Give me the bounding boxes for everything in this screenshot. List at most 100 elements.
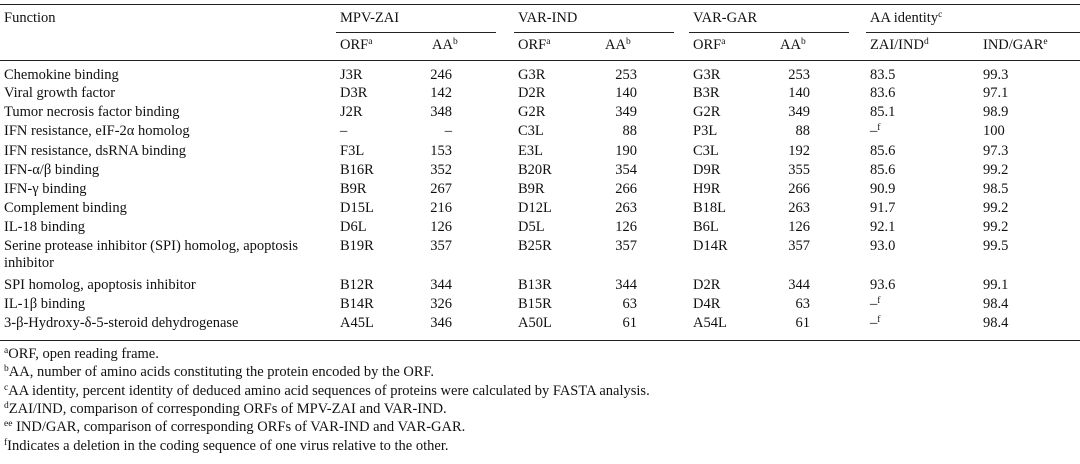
data-cell: 88 xyxy=(795,123,811,139)
sub-header-text: ORF xyxy=(518,37,547,53)
function-cell: IFN resistance, dsRNA binding xyxy=(4,143,187,159)
note-mark: c xyxy=(4,382,9,393)
footnote: aORF, open reading frame. xyxy=(4,346,159,363)
data-cell: – xyxy=(340,123,348,139)
data-cell: D4R xyxy=(693,296,721,312)
data-cell: B6L xyxy=(693,219,719,235)
data-cell: 83.5 xyxy=(870,67,896,83)
note-mark: f xyxy=(877,123,881,133)
function-cell: Complement binding xyxy=(4,200,127,216)
data-cell: 99.5 xyxy=(983,238,1009,254)
data-cell: 85.6 xyxy=(870,162,896,178)
data-cell: E3L xyxy=(518,143,543,159)
sub-header-text: AA xyxy=(605,37,626,53)
data-cell: B9R xyxy=(518,181,545,197)
group-header: AA identityc xyxy=(870,10,942,27)
data-cell: B12R xyxy=(340,277,374,293)
sub-header: AAb xyxy=(432,37,458,54)
footnote-text: ORF, open reading frame. xyxy=(8,346,159,362)
function-cell: IL-18 binding xyxy=(4,219,85,235)
data-cell: D3R xyxy=(340,85,368,101)
note-mark: a xyxy=(368,37,373,47)
data-cell: 348 xyxy=(430,104,452,120)
data-cell: 266 xyxy=(788,181,810,197)
data-cell: 61 xyxy=(622,315,638,331)
note-mark: d xyxy=(4,400,9,411)
footnote-text: Indicates a deletion in the coding seque… xyxy=(7,437,449,454)
function-cell: IFN resistance, eIF-2α homolog xyxy=(4,123,190,139)
data-cell: C3L xyxy=(693,143,719,159)
data-cell: 99.1 xyxy=(983,277,1009,293)
data-cell: 98.9 xyxy=(983,104,1009,120)
function-cell: Tumor necrosis factor binding xyxy=(4,104,180,120)
data-cell: 97.1 xyxy=(983,85,1009,101)
data-cell: G2R xyxy=(518,104,546,120)
data-cell: 98.4 xyxy=(983,296,1009,312)
data-cell: B25R xyxy=(518,238,552,254)
data-cell: G3R xyxy=(518,67,546,83)
data-cell: 326 xyxy=(430,296,452,312)
data-cell: H9R xyxy=(693,181,721,197)
data-cell: –f xyxy=(870,123,880,140)
data-cell: 63 xyxy=(795,296,811,312)
data-cell: –f xyxy=(870,296,880,313)
data-cell: 344 xyxy=(430,277,452,293)
group-header: MPV-ZAI xyxy=(340,10,400,26)
note-mark: b xyxy=(4,364,9,375)
data-cell-text: – xyxy=(870,123,878,139)
note-mark: f xyxy=(4,437,8,448)
data-cell: 352 xyxy=(430,162,452,178)
footnote: bAA, number of amino acids constituting … xyxy=(4,364,434,381)
data-cell: B18L xyxy=(693,200,727,216)
note-mark: f xyxy=(877,296,881,306)
data-cell: 99.3 xyxy=(983,67,1009,83)
sub-header: AAb xyxy=(605,37,631,54)
sub-header: AAb xyxy=(780,37,806,54)
sub-header: ORFa xyxy=(340,37,372,54)
rule xyxy=(0,4,1080,5)
data-cell: J2R xyxy=(340,104,363,120)
data-cell: 97.3 xyxy=(983,143,1009,159)
footnote-text: IND/GAR, comparison of corresponding ORF… xyxy=(12,419,466,436)
sub-header-text: IND/GAR xyxy=(983,37,1044,53)
function-cell: Serine protease inhibitor (SPI) homolog,… xyxy=(4,238,298,271)
note-mark: ee xyxy=(4,419,13,430)
data-cell: A54L xyxy=(693,315,727,331)
sub-header-text: ORF xyxy=(340,37,369,53)
data-cell: J3R xyxy=(340,67,363,83)
data-cell: B16R xyxy=(340,162,374,178)
data-cell: D14R xyxy=(693,238,728,254)
column-header: Function xyxy=(4,10,56,26)
data-cell: 192 xyxy=(788,143,810,159)
data-cell: 190 xyxy=(615,143,637,159)
data-cell: G2R xyxy=(693,104,721,120)
data-cell: 344 xyxy=(788,277,810,293)
rule xyxy=(514,32,674,33)
note-mark: b xyxy=(800,37,806,47)
function-cell: Viral growth factor xyxy=(4,85,116,101)
footnote-text: AA identity, percent identity of deduced… xyxy=(8,382,650,399)
data-cell: 140 xyxy=(615,85,637,101)
data-cell: 93.6 xyxy=(870,277,896,293)
sub-header: ORFa xyxy=(693,37,725,54)
rule xyxy=(866,32,1080,33)
data-cell: 216 xyxy=(430,200,452,216)
note-mark: b xyxy=(452,37,458,47)
data-cell: 344 xyxy=(615,277,637,293)
data-cell: D9R xyxy=(693,162,721,178)
rule xyxy=(0,340,1080,341)
note-mark: d xyxy=(923,37,929,47)
function-cell: IFN-α/β binding xyxy=(4,162,100,178)
data-cell: A50L xyxy=(518,315,552,331)
rule xyxy=(0,60,1080,61)
data-cell: B19R xyxy=(340,238,374,254)
sub-header: ORFa xyxy=(518,37,550,54)
group-header-text: AA identity xyxy=(870,10,939,26)
note-mark: a xyxy=(546,37,551,47)
note-mark: a xyxy=(4,346,9,356)
sub-header-text: AA xyxy=(780,37,801,53)
group-header: VAR-GAR xyxy=(693,10,758,26)
data-cell: 100 xyxy=(983,123,1005,139)
footnote: fIndicates a deletion in the coding sequ… xyxy=(4,438,448,455)
note-mark: f xyxy=(877,315,881,325)
